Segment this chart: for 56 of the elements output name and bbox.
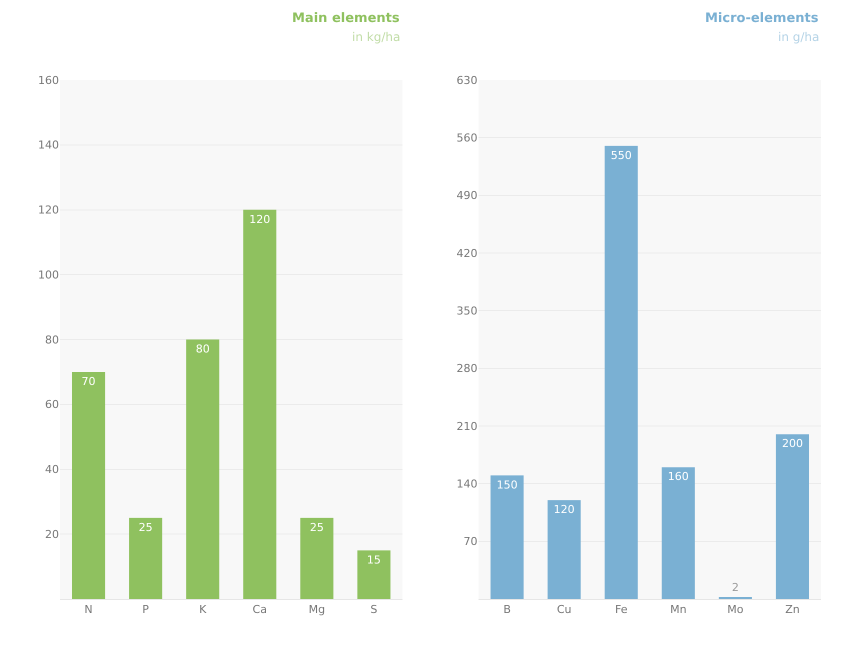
y-tick-label: 210 bbox=[456, 420, 478, 433]
bar bbox=[662, 467, 695, 599]
x-tick-label: Mo bbox=[727, 603, 744, 616]
x-tick-label: N bbox=[84, 603, 93, 616]
bar bbox=[186, 340, 220, 599]
data-label: 25 bbox=[310, 520, 324, 534]
chart-title: Micro-elements bbox=[705, 11, 819, 26]
data-label: 200 bbox=[782, 437, 803, 450]
y-tick-label: 560 bbox=[456, 132, 478, 145]
data-label: 150 bbox=[496, 478, 518, 492]
chart-subtitle: in g/ha bbox=[778, 30, 820, 44]
y-tick-label: 60 bbox=[45, 398, 59, 412]
x-tick-label: S bbox=[370, 603, 378, 616]
y-tick-label: 20 bbox=[45, 528, 59, 541]
x-tick-label: Ca bbox=[252, 603, 267, 616]
data-label: 120 bbox=[249, 212, 270, 226]
bar bbox=[548, 500, 581, 599]
bar bbox=[243, 210, 276, 599]
bar bbox=[490, 475, 524, 599]
data-label: 70 bbox=[82, 374, 96, 388]
x-tick-label: K bbox=[199, 603, 208, 616]
x-tick-label: Mg bbox=[308, 603, 326, 616]
data-label: 160 bbox=[668, 470, 689, 484]
y-tick-label: 350 bbox=[456, 304, 478, 318]
y-tick-label: 140 bbox=[456, 478, 478, 491]
data-label: 80 bbox=[196, 342, 210, 356]
x-tick-label: P bbox=[142, 603, 150, 616]
x-tick-label: Cu bbox=[556, 603, 572, 616]
y-tick-label: 630 bbox=[456, 74, 478, 87]
data-label: 550 bbox=[610, 148, 632, 162]
data-label: 25 bbox=[138, 520, 153, 534]
y-tick-label: 40 bbox=[45, 463, 59, 476]
x-tick-label: Zn bbox=[785, 603, 800, 616]
chart-subtitle: in kg/ha bbox=[352, 30, 400, 44]
y-tick-label: 280 bbox=[456, 362, 478, 376]
bar bbox=[357, 550, 390, 599]
data-label: 15 bbox=[366, 553, 381, 566]
data-label: 2 bbox=[732, 581, 739, 594]
bar bbox=[129, 518, 162, 599]
y-tick-label: 120 bbox=[38, 204, 59, 217]
y-tick-label: 420 bbox=[456, 246, 478, 260]
bar bbox=[72, 372, 106, 599]
data-label: 120 bbox=[554, 503, 575, 516]
y-tick-label: 140 bbox=[38, 138, 59, 152]
x-tick-label: B bbox=[503, 603, 511, 616]
x-tick-label: Mn bbox=[670, 603, 687, 616]
bar bbox=[604, 146, 638, 599]
bar bbox=[776, 434, 810, 599]
y-tick-label: 100 bbox=[38, 268, 59, 282]
bar bbox=[300, 518, 334, 599]
x-tick-label: Fe bbox=[614, 603, 628, 616]
y-tick-label: 80 bbox=[45, 333, 59, 346]
y-tick-label: 70 bbox=[464, 535, 478, 548]
y-tick-label: 160 bbox=[38, 74, 59, 87]
chart-title: Main elements bbox=[292, 11, 400, 26]
y-tick-label: 490 bbox=[456, 189, 478, 202]
